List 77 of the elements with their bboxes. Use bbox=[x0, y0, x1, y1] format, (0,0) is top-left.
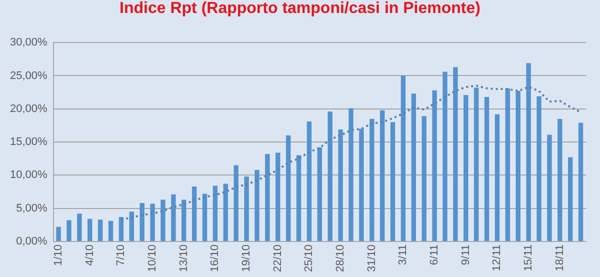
bar bbox=[390, 122, 396, 241]
bar bbox=[254, 170, 260, 241]
bar bbox=[400, 76, 406, 241]
bar bbox=[160, 200, 166, 241]
bar bbox=[464, 94, 468, 241]
bar bbox=[328, 112, 332, 241]
bar bbox=[317, 147, 322, 241]
x-tick-label: 4/10 bbox=[84, 244, 96, 266]
x-tick-label: 31/10 bbox=[366, 244, 378, 272]
bar bbox=[171, 194, 176, 241]
x-tick-label: 7/10 bbox=[115, 244, 128, 266]
bar bbox=[578, 122, 584, 241]
bar bbox=[150, 204, 155, 241]
bar bbox=[526, 63, 531, 241]
bar bbox=[66, 220, 72, 241]
x-tick-label: 6/11 bbox=[428, 244, 441, 266]
bar bbox=[505, 88, 510, 241]
bar bbox=[547, 134, 552, 241]
y-tick-label: 0,00% bbox=[16, 236, 48, 248]
bar bbox=[359, 128, 364, 241]
y-tick-label: 5,00% bbox=[16, 202, 48, 214]
line-series bbox=[120, 84, 582, 221]
bar bbox=[212, 186, 218, 241]
x-tick-label: 3/11 bbox=[397, 244, 410, 266]
y-tick-label: 10,00% bbox=[10, 169, 48, 182]
x-tick-label: 28/10 bbox=[334, 244, 347, 272]
y-tick-label: 30,00% bbox=[10, 36, 48, 49]
x-tick-label: 22/10 bbox=[272, 244, 284, 272]
x-tick-label: 1/10 bbox=[52, 244, 65, 266]
y-tick-label: 20,00% bbox=[10, 102, 48, 115]
bar bbox=[140, 203, 144, 241]
bar bbox=[223, 184, 228, 241]
bar bbox=[56, 226, 61, 241]
bar bbox=[453, 67, 458, 241]
bar bbox=[286, 135, 291, 241]
bar bbox=[494, 114, 500, 241]
bar bbox=[484, 96, 490, 241]
bar bbox=[516, 90, 520, 241]
bar bbox=[338, 129, 343, 241]
bar bbox=[296, 155, 302, 241]
bar bbox=[265, 154, 270, 241]
bar bbox=[306, 121, 312, 241]
x-tick-label: 9/11 bbox=[460, 244, 472, 266]
bar bbox=[98, 220, 103, 241]
bar bbox=[411, 94, 416, 241]
bar bbox=[432, 90, 437, 241]
bar bbox=[77, 214, 82, 241]
bar bbox=[202, 194, 208, 241]
x-tick-label: 10/10 bbox=[146, 244, 159, 272]
bar bbox=[192, 186, 197, 241]
bar bbox=[234, 165, 238, 241]
bar bbox=[370, 118, 374, 241]
bar bbox=[118, 216, 124, 241]
bar bbox=[244, 176, 249, 241]
x-tick-label: 25/10 bbox=[303, 244, 316, 272]
y-tick-label: 15,00% bbox=[10, 136, 48, 148]
bar bbox=[129, 212, 134, 241]
x-tick-label: 12/11 bbox=[491, 244, 504, 272]
bar bbox=[568, 157, 573, 241]
bar bbox=[558, 118, 562, 241]
bar bbox=[536, 96, 542, 241]
bar bbox=[108, 220, 114, 241]
x-tick-label: 15/11 bbox=[522, 244, 535, 272]
bar bbox=[442, 72, 448, 241]
bar bbox=[88, 218, 92, 241]
y-tick-label: 25,00% bbox=[10, 70, 48, 82]
chart-title: Indice Rpt (Rapporto tamponi/casi in Piemonte) bbox=[118, 0, 482, 19]
x-tick-label: 16/10 bbox=[209, 244, 222, 272]
bar bbox=[276, 152, 280, 241]
bar bbox=[474, 88, 479, 241]
bar bbox=[380, 110, 385, 241]
bar bbox=[422, 116, 426, 241]
x-tick-label: 13/10 bbox=[178, 244, 190, 272]
bar bbox=[348, 108, 354, 241]
x-tick-label: 19/10 bbox=[240, 244, 253, 272]
x-tick-label: 18/11 bbox=[554, 244, 566, 272]
bar bbox=[182, 200, 186, 241]
